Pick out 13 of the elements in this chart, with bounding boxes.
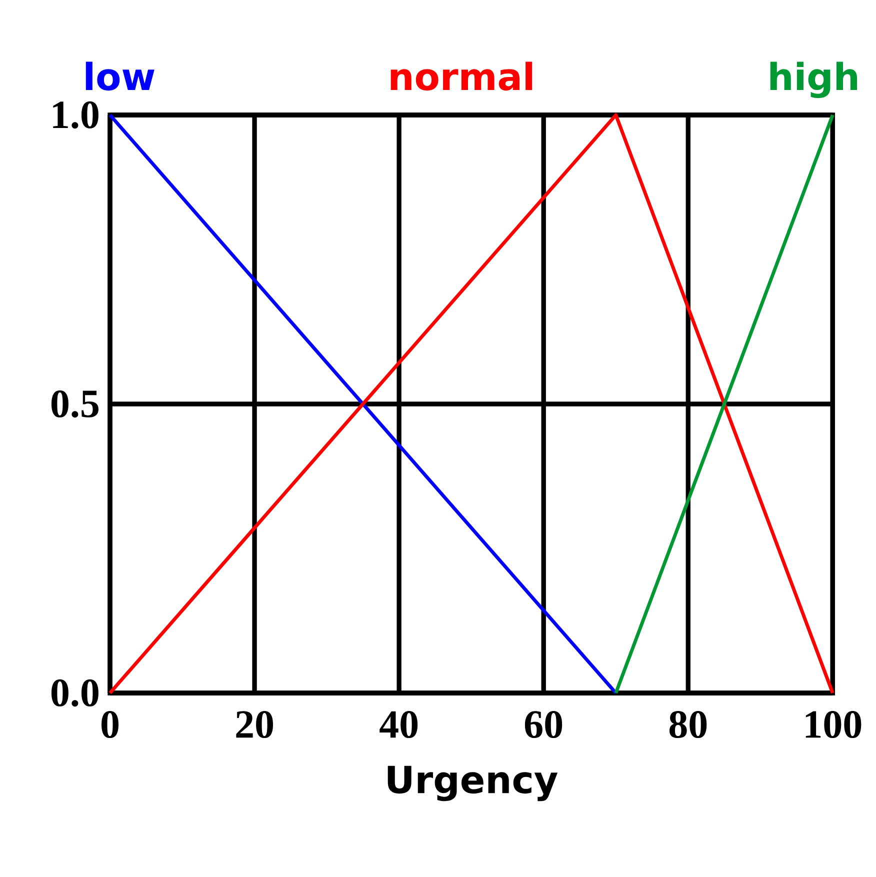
y-tick-label: 0.0 [51,679,98,707]
text: normal [390,62,532,91]
x-tick-label: 80 [669,711,707,738]
y-tick-label: 0.5 [51,390,98,418]
x-tick-label: 60 [524,711,562,738]
x-tick-label: 40 [380,711,418,738]
series-label: low [86,62,154,91]
x-axis-title: Urgency [388,766,558,802]
x-tick-label: 20 [236,711,274,738]
series-label: high [770,62,857,98]
x-tick-label: 100 [806,711,862,738]
y-tick-label: 1.0 [53,101,98,129]
x-tick-label: 0 [102,711,118,738]
